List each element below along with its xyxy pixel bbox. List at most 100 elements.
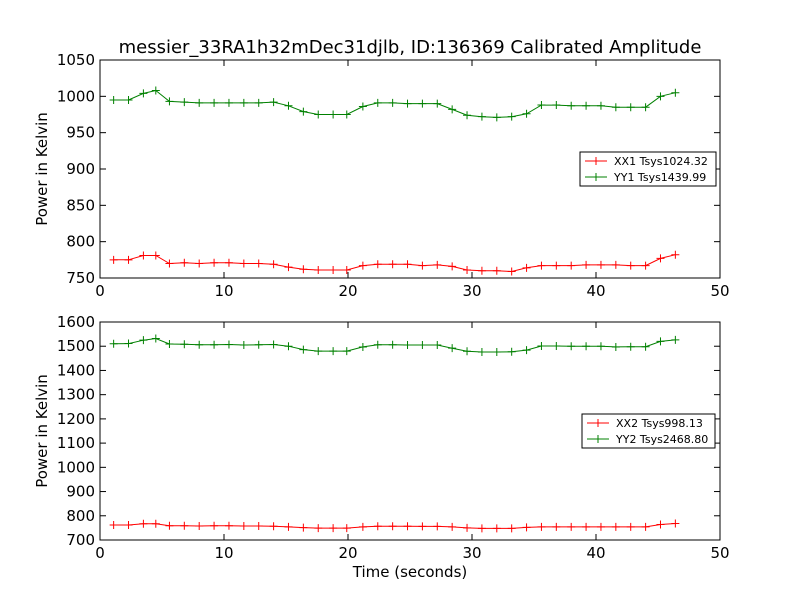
data-point bbox=[507, 347, 516, 356]
data-point bbox=[314, 524, 323, 533]
data-point bbox=[239, 341, 248, 350]
x-tick-label: 10 bbox=[214, 544, 233, 562]
data-point bbox=[329, 524, 338, 533]
data-point bbox=[342, 524, 351, 533]
y-tick-label: 700 bbox=[66, 531, 95, 549]
data-point bbox=[656, 92, 665, 101]
data-point bbox=[314, 110, 323, 119]
data-point bbox=[418, 99, 427, 108]
bottom-panel: 0 10 20 30 40 50 700 800 900 1000 1100 1200 1300 1400… bbox=[33, 313, 730, 562]
data-point bbox=[329, 266, 338, 275]
data-point bbox=[641, 261, 650, 270]
data-point bbox=[284, 522, 293, 531]
data-point bbox=[552, 101, 561, 110]
y-tick-label: 850 bbox=[66, 196, 95, 214]
data-point bbox=[373, 98, 382, 107]
top-panel: 0 10 20 30 40 50 750 800 850 900 950 1000 1050 Power … bbox=[33, 51, 730, 300]
data-point bbox=[165, 97, 174, 106]
y-tick-label: 1000 bbox=[57, 87, 95, 105]
data-point bbox=[139, 336, 148, 345]
data-point bbox=[671, 88, 680, 97]
axes-frame-1 bbox=[99, 321, 721, 541]
data-point bbox=[433, 341, 442, 350]
data-point bbox=[671, 519, 680, 528]
data-point bbox=[224, 98, 233, 107]
x-tick-label: 50 bbox=[710, 282, 729, 300]
data-point bbox=[507, 112, 516, 121]
data-point bbox=[269, 260, 278, 269]
data-point bbox=[492, 113, 501, 122]
data-point bbox=[299, 265, 308, 274]
data-point bbox=[195, 98, 204, 107]
data-point bbox=[109, 95, 118, 104]
data-point bbox=[522, 346, 531, 355]
data-point bbox=[596, 101, 605, 110]
legend-marker bbox=[594, 419, 602, 427]
x-axis-label: Time (seconds) bbox=[352, 563, 468, 581]
data-point bbox=[373, 522, 382, 531]
data-point bbox=[448, 522, 457, 531]
data-point bbox=[552, 261, 561, 270]
data-point bbox=[403, 260, 412, 269]
data-point bbox=[210, 98, 219, 107]
data-point bbox=[358, 261, 367, 270]
data-point bbox=[582, 522, 591, 531]
data-point bbox=[403, 522, 412, 531]
data-point bbox=[611, 260, 620, 269]
data-point bbox=[224, 521, 233, 530]
data-point bbox=[165, 259, 174, 268]
data-point bbox=[641, 103, 650, 112]
y-tick-label: 1400 bbox=[57, 361, 95, 379]
data-point bbox=[180, 98, 189, 107]
data-point bbox=[299, 345, 308, 354]
data-point bbox=[448, 262, 457, 271]
data-point bbox=[254, 98, 263, 107]
data-point bbox=[567, 342, 576, 351]
data-point bbox=[477, 266, 486, 275]
data-point bbox=[388, 260, 397, 269]
data-point bbox=[269, 340, 278, 349]
data-point bbox=[224, 340, 233, 349]
data-point bbox=[403, 99, 412, 108]
data-point bbox=[151, 519, 160, 528]
data-point bbox=[151, 86, 160, 95]
data-point bbox=[224, 258, 233, 267]
data-point bbox=[373, 340, 382, 349]
data-point bbox=[611, 103, 620, 112]
y-tick-label: 1100 bbox=[57, 434, 95, 452]
y-tick-label: 800 bbox=[66, 507, 95, 525]
data-point bbox=[403, 341, 412, 350]
data-point bbox=[418, 341, 427, 350]
data-point bbox=[195, 340, 204, 349]
data-point bbox=[165, 340, 174, 349]
data-point bbox=[124, 339, 133, 348]
data-point bbox=[239, 98, 248, 107]
data-point bbox=[139, 89, 148, 98]
data-point bbox=[433, 99, 442, 108]
legend-label: XX1 Tsys1024.32 bbox=[614, 155, 708, 168]
data-point bbox=[477, 348, 486, 357]
data-point bbox=[165, 521, 174, 530]
data-point bbox=[596, 342, 605, 351]
legend-marker bbox=[594, 435, 602, 443]
data-point bbox=[537, 341, 546, 350]
data-point bbox=[448, 105, 457, 114]
y-tick-label: 900 bbox=[66, 160, 95, 178]
legend-box bbox=[581, 413, 716, 449]
data-point bbox=[507, 267, 516, 276]
data-point bbox=[582, 342, 591, 351]
data-point bbox=[418, 522, 427, 531]
data-point bbox=[373, 260, 382, 269]
data-point bbox=[139, 519, 148, 528]
data-point bbox=[210, 258, 219, 267]
data-point bbox=[180, 521, 189, 530]
x-tick-label: 10 bbox=[214, 282, 233, 300]
data-point bbox=[284, 101, 293, 110]
y-tick-label: 1050 bbox=[57, 51, 95, 69]
data-point bbox=[358, 522, 367, 531]
y-tick-label: 1600 bbox=[57, 313, 95, 331]
data-point bbox=[492, 524, 501, 533]
data-point bbox=[671, 250, 680, 259]
